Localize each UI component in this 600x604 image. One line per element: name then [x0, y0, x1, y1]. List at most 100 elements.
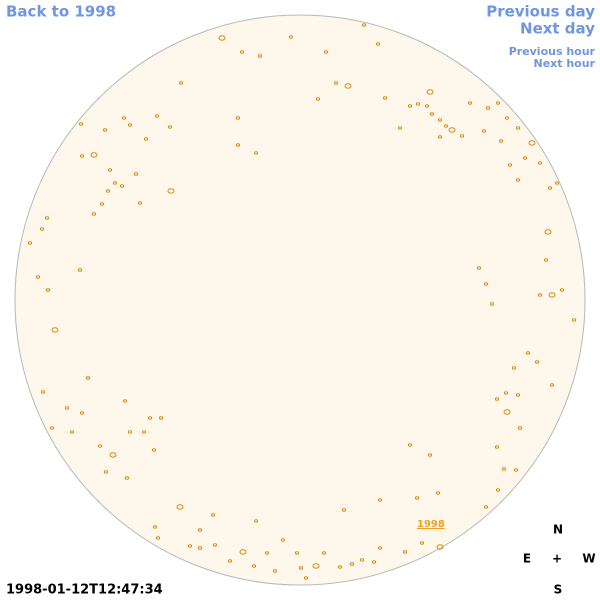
next-hour-link[interactable]: Next hour: [534, 57, 596, 70]
previous-day-link[interactable]: Previous day: [486, 3, 595, 21]
contour: [102, 128, 108, 132]
contour: [344, 83, 352, 89]
contour: [349, 562, 355, 566]
contour: [45, 288, 51, 292]
contour: [143, 137, 149, 141]
contour: [90, 152, 98, 158]
contour: [371, 560, 377, 564]
contour: [544, 229, 552, 235]
active-regions: [27, 23, 577, 580]
contour: [515, 126, 521, 130]
contour: [407, 104, 413, 108]
contour: [315, 97, 321, 101]
year-link[interactable]: 1998: [417, 519, 445, 530]
contour: [294, 551, 300, 555]
contour: [158, 416, 164, 420]
previous-hour-link[interactable]: Previous hour: [509, 45, 596, 58]
contour: [77, 268, 83, 272]
contour: [239, 50, 245, 54]
contour: [178, 81, 184, 85]
contour: [559, 288, 565, 292]
contour: [176, 504, 184, 510]
contour: [419, 541, 425, 545]
contour: [501, 467, 507, 471]
contour: [528, 140, 536, 146]
contour: [515, 178, 521, 182]
contour: [483, 282, 489, 286]
contour: [537, 161, 543, 165]
contour: [511, 366, 517, 370]
contour: [515, 393, 521, 397]
contour: [571, 318, 577, 322]
contour: [549, 383, 555, 387]
contour: [459, 134, 465, 138]
contour: [39, 227, 45, 231]
contour: [548, 292, 556, 298]
contour: [79, 154, 85, 158]
contour: [507, 163, 513, 167]
contour: [407, 443, 413, 447]
contour: [127, 123, 133, 127]
contour: [239, 549, 247, 555]
contour: [64, 406, 70, 410]
contour: [235, 143, 241, 147]
contour: [483, 505, 489, 509]
contour: [152, 525, 158, 529]
contour: [426, 89, 434, 95]
contour: [537, 293, 543, 297]
contour: [121, 116, 127, 120]
contour: [513, 468, 519, 472]
contour: [124, 476, 130, 480]
contour: [122, 399, 128, 403]
contour: [547, 186, 553, 190]
contour: [494, 397, 500, 401]
contour: [141, 430, 147, 434]
contour: [525, 351, 531, 355]
contour: [377, 498, 383, 502]
contour: [424, 104, 430, 108]
contour: [303, 576, 309, 580]
contour: [429, 112, 435, 116]
contour: [127, 430, 133, 434]
contour: [448, 127, 456, 133]
contour: [27, 241, 33, 245]
contour: [361, 23, 367, 27]
contour: [49, 426, 55, 430]
compass-south: S: [554, 583, 563, 597]
contour: [167, 125, 173, 129]
contour: [435, 491, 441, 495]
contour: [467, 101, 473, 105]
contour: [79, 411, 85, 415]
contour: [35, 275, 41, 279]
contour: [107, 168, 113, 172]
contour: [137, 201, 143, 205]
contour: [298, 566, 304, 570]
contour: [218, 35, 226, 41]
contour: [44, 216, 50, 220]
contour: [133, 172, 139, 176]
compass-east: E: [523, 552, 531, 566]
next-day-link[interactable]: Next day: [520, 20, 595, 38]
contour: [187, 544, 193, 548]
contour: [503, 391, 509, 395]
contour: [337, 565, 343, 569]
contour: [543, 258, 549, 262]
contour: [97, 444, 103, 448]
contour: [321, 551, 327, 555]
contour: [197, 528, 203, 532]
contour: [40, 390, 46, 394]
contour: [375, 42, 381, 46]
contour: [517, 426, 523, 430]
contour: [437, 118, 443, 122]
contour: [554, 181, 560, 185]
contour: [489, 302, 495, 306]
contour: [210, 513, 216, 517]
contour: [476, 266, 482, 270]
contour: [99, 202, 105, 206]
contour: [257, 54, 263, 58]
back-link[interactable]: Back to 1998: [6, 3, 116, 21]
contour: [212, 543, 218, 547]
contour: [498, 139, 504, 143]
contour: [147, 416, 153, 420]
